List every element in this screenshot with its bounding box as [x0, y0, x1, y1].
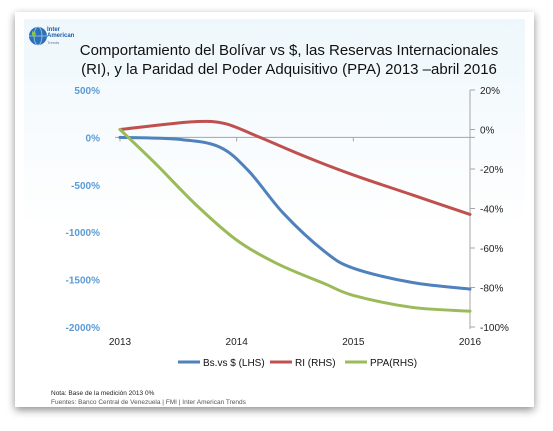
right-axis-tick-label: -100%: [480, 323, 509, 334]
right-axis-tick-label: -40%: [480, 205, 503, 216]
chart-title: Comportamiento del Bolívar vs $, las Res…: [64, 41, 514, 79]
legend-label-0: Bs.vs $ (LHS): [203, 358, 265, 369]
series-line-0: [118, 135, 472, 291]
chart-notes: Nota: Base de la medición 2013 0% Fuente…: [51, 389, 246, 407]
left-axis-tick-label: 0%: [86, 133, 101, 144]
logo: Inter American Trends: [27, 23, 117, 49]
left-axis-tick-label: -1500%: [66, 276, 101, 287]
right-axis-tick-label: 20%: [480, 86, 500, 97]
legend-label-2: PPA(RHS): [370, 358, 417, 369]
right-axis-tick-label: -80%: [480, 284, 503, 295]
chart-title-line2: (RI), y la Paridad del Poder Adquisitivo…: [81, 61, 497, 78]
globe-icon: [29, 26, 47, 46]
right-axis-tick-label: -20%: [480, 165, 503, 176]
x-axis-tick-label: 2016: [459, 337, 482, 348]
chart-title-line1: Comportamiento del Bolívar vs $, las Res…: [79, 42, 499, 59]
series-line-2: [118, 128, 472, 313]
note-base: Nota: Base de la medición 2013 0%: [51, 390, 155, 397]
left-axis-tick-label: 500%: [74, 86, 100, 97]
slide: Inter American Trends Comportamiento del…: [24, 19, 525, 406]
left-axis-tick-label: -500%: [71, 181, 100, 192]
series-line-1: [118, 119, 472, 216]
logo-wordmark: Inter American: [47, 27, 74, 39]
x-axis-tick-label: 2014: [226, 337, 249, 348]
left-axis-tick-label: -1000%: [66, 228, 101, 239]
logo-line3: Trends: [47, 40, 60, 45]
legend-label-1: RI (RHS): [295, 358, 336, 369]
logo-line2: American: [47, 33, 75, 39]
right-axis-tick-label: 0%: [480, 126, 495, 137]
logo-line1: Inter: [47, 27, 61, 33]
right-axis-tick-label: -60%: [480, 244, 503, 255]
x-axis-tick-label: 2013: [109, 337, 132, 348]
slide-frame: Inter American Trends Comportamiento del…: [15, 12, 534, 407]
note-sources: Fuentes: Banco Central de Venezuela | FM…: [51, 399, 246, 406]
x-axis-tick-label: 2015: [342, 337, 365, 348]
left-axis-tick-label: -2000%: [66, 323, 101, 334]
